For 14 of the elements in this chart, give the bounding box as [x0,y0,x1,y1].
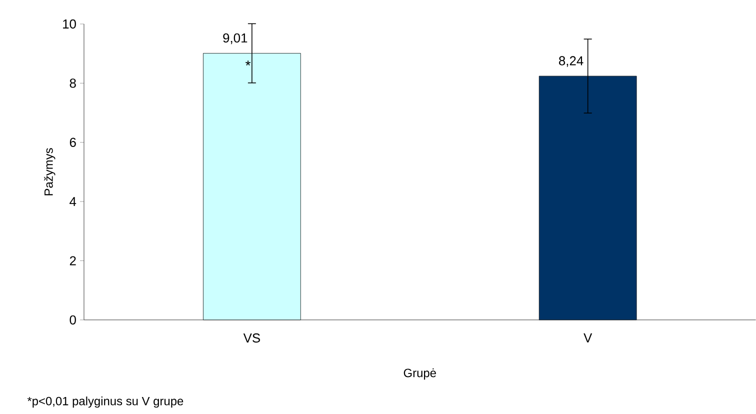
data-label: 9,01 [223,33,248,44]
y-tick-label: 0 [70,315,76,325]
x-tick-label: V [584,333,592,342]
y-axis-title: Pažymys [44,148,56,196]
data-label: 8,24 [559,56,584,67]
x-tick-label: VS [243,333,260,343]
y-tick-label: 4 [70,197,76,206]
x-axis-title: Grupė [404,368,436,380]
y-tick-label: 6 [70,138,76,147]
y-tick-label: 2 [70,256,76,266]
y-tick-label: 10 [63,19,76,29]
annotation: * [246,60,251,66]
text: *p<0,01 palyginus su V grupe [27,396,184,408]
y-tick-label: 8 [70,78,76,88]
